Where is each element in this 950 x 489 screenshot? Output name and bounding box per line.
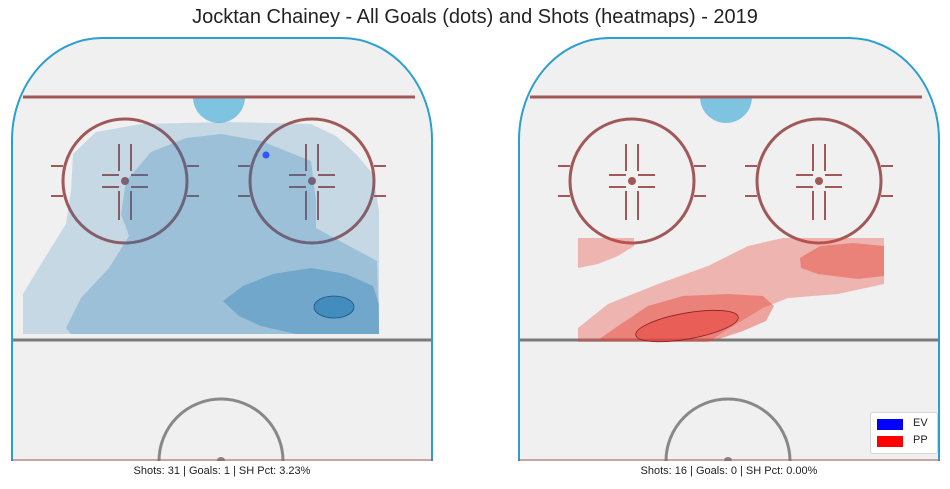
goal-dot <box>262 151 270 159</box>
caption-left: Shots: 31 | Goals: 1 | SH Pct: 3.23% <box>133 465 311 477</box>
goal-crease <box>700 97 752 123</box>
heatmap-level-3 <box>635 309 739 343</box>
rink-svg-right <box>518 37 940 461</box>
faceoff-circle-right <box>238 117 386 245</box>
legend-swatch-ev <box>877 419 903 430</box>
caption-right: Shots: 16 | Goals: 0 | SH Pct: 0.00% <box>640 465 818 477</box>
rink-svg-left <box>11 37 433 461</box>
faceoff-circle-left <box>51 117 199 245</box>
heatmap-level-2 <box>66 134 379 334</box>
rink-panel-right <box>518 36 940 461</box>
legend-label-ev: EV <box>913 417 928 429</box>
heatmap-level-2b <box>800 243 884 279</box>
rink-ice <box>519 38 939 461</box>
neutral-faceoff-circle <box>664 397 792 461</box>
neutral-faceoff-circle <box>157 397 285 461</box>
legend-label-pp: PP <box>913 434 928 446</box>
heatmap-level-1b <box>578 238 884 342</box>
chart-title: Jocktan Chainey - All Goals (dots) and S… <box>192 6 758 28</box>
rink-boards <box>518 37 940 461</box>
legend: EV PP <box>870 412 938 454</box>
pp-shot-heatmap <box>578 238 884 343</box>
rink-ice <box>12 38 432 461</box>
rink-panel-left <box>11 36 433 461</box>
rink-boards <box>11 37 433 461</box>
ev-shot-heatmap <box>23 122 379 334</box>
heatmap-level-1a <box>578 238 634 268</box>
faceoff-circle-right <box>745 117 893 245</box>
heatmap-level-4 <box>313 295 355 319</box>
faceoff-circle-left <box>558 117 706 245</box>
goal-crease <box>193 97 245 123</box>
legend-swatch-pp <box>877 436 903 447</box>
heatmap-level-1 <box>23 122 379 334</box>
